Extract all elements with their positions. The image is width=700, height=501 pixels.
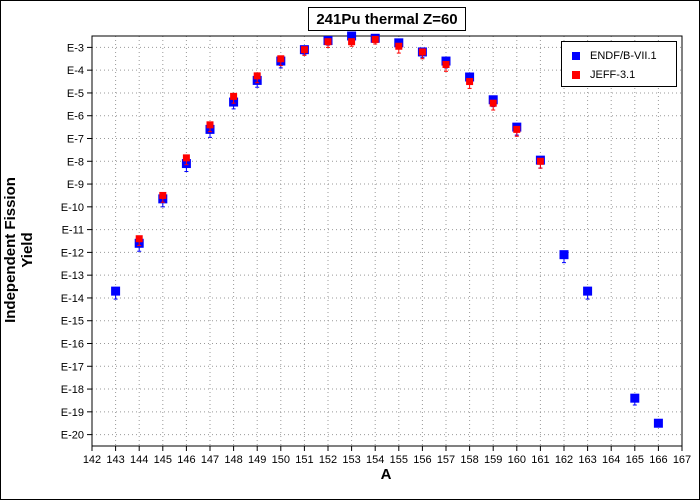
data-point xyxy=(465,72,475,82)
data-point xyxy=(206,121,214,129)
x-tick-label: 153 xyxy=(342,454,360,466)
data-point xyxy=(111,286,121,296)
x-tick-label: 166 xyxy=(649,454,667,466)
x-tick-label: 161 xyxy=(531,454,549,466)
y-tick-label: E-19 xyxy=(61,407,84,419)
y-tick-label: E-18 xyxy=(61,384,84,396)
x-tick-label: 154 xyxy=(366,454,384,466)
y-tick-label: E-12 xyxy=(61,247,84,259)
y-tick-label: E-6 xyxy=(67,111,84,123)
y-tick-label: E-7 xyxy=(67,134,84,146)
y-tick-label: E-8 xyxy=(67,156,84,168)
legend-swatch-endf xyxy=(572,52,580,60)
legend-label-jeff: JEFF-3.1 xyxy=(590,69,636,81)
x-tick-label: 162 xyxy=(555,454,573,466)
data-point xyxy=(513,125,521,133)
data-point xyxy=(253,72,261,80)
x-tick-label: 143 xyxy=(106,454,124,466)
data-point xyxy=(653,418,663,428)
legend: ENDF/B-VII.1 JEFF-3.1 xyxy=(561,41,677,87)
data-point xyxy=(489,99,497,107)
data-point xyxy=(159,191,167,199)
y-tick-label: E-11 xyxy=(62,225,84,237)
x-tick-label: 144 xyxy=(130,454,148,466)
x-tick-label: 152 xyxy=(319,454,337,466)
x-tick-label: 155 xyxy=(390,454,408,466)
y-tick-label: E-20 xyxy=(61,430,84,442)
y-tick-label: E-4 xyxy=(67,65,84,77)
y-tick-label: E-14 xyxy=(61,293,84,305)
data-point xyxy=(324,38,332,46)
legend-item-endf: ENDF/B-VII.1 xyxy=(572,49,657,63)
data-point xyxy=(230,92,238,100)
y-tick-label: E-13 xyxy=(61,270,84,282)
x-tick-label: 158 xyxy=(460,454,478,466)
data-point xyxy=(418,48,426,56)
data-point xyxy=(300,46,308,54)
plot-frame xyxy=(91,35,683,447)
x-tick-label: 145 xyxy=(154,454,172,466)
y-tick-label: E-16 xyxy=(61,339,84,351)
x-tick-label: 147 xyxy=(201,454,219,466)
x-tick-label: 160 xyxy=(508,454,526,466)
data-point xyxy=(371,35,379,43)
x-tick-label: 156 xyxy=(413,454,431,466)
x-tick-label: 165 xyxy=(626,454,644,466)
x-tick-label: 159 xyxy=(484,454,502,466)
data-point xyxy=(583,286,593,296)
x-tick-label: 164 xyxy=(602,454,620,466)
data-point xyxy=(466,78,474,86)
x-tick-label: 142 xyxy=(83,454,101,466)
data-point xyxy=(347,31,357,41)
legend-item-jeff: JEFF-3.1 xyxy=(572,68,635,82)
y-tick-label: E-17 xyxy=(61,361,84,373)
y-tick-label: E-3 xyxy=(67,42,84,54)
x-tick-label: 148 xyxy=(224,454,242,466)
x-tick-label: 163 xyxy=(578,454,596,466)
legend-swatch-jeff xyxy=(572,71,580,79)
x-tick-label: 167 xyxy=(673,454,691,466)
x-tick-label: 149 xyxy=(248,454,266,466)
chart-title: 241Pu thermal Z=60 xyxy=(308,7,466,31)
data-point xyxy=(182,154,190,162)
data-point xyxy=(559,250,569,260)
data-point xyxy=(277,55,285,63)
x-tick-label: 146 xyxy=(177,454,195,466)
x-tick-label: 150 xyxy=(272,454,290,466)
data-point xyxy=(536,157,544,165)
x-tick-label: 157 xyxy=(437,454,455,466)
legend-label-endf: ENDF/B-VII.1 xyxy=(590,50,657,62)
y-tick-label: E-15 xyxy=(61,316,84,328)
y-tick-label: E-9 xyxy=(67,179,84,191)
y-axis-label: Independent Fission Yield xyxy=(2,177,36,323)
x-tick-label: 151 xyxy=(295,454,313,466)
data-point xyxy=(630,393,640,403)
y-tick-label: E-10 xyxy=(61,202,84,214)
x-axis-label: A xyxy=(380,466,392,483)
data-point xyxy=(348,38,356,46)
data-point xyxy=(442,60,450,68)
y-tick-label: E-5 xyxy=(67,88,84,100)
data-point xyxy=(395,42,403,50)
data-point xyxy=(135,235,143,243)
